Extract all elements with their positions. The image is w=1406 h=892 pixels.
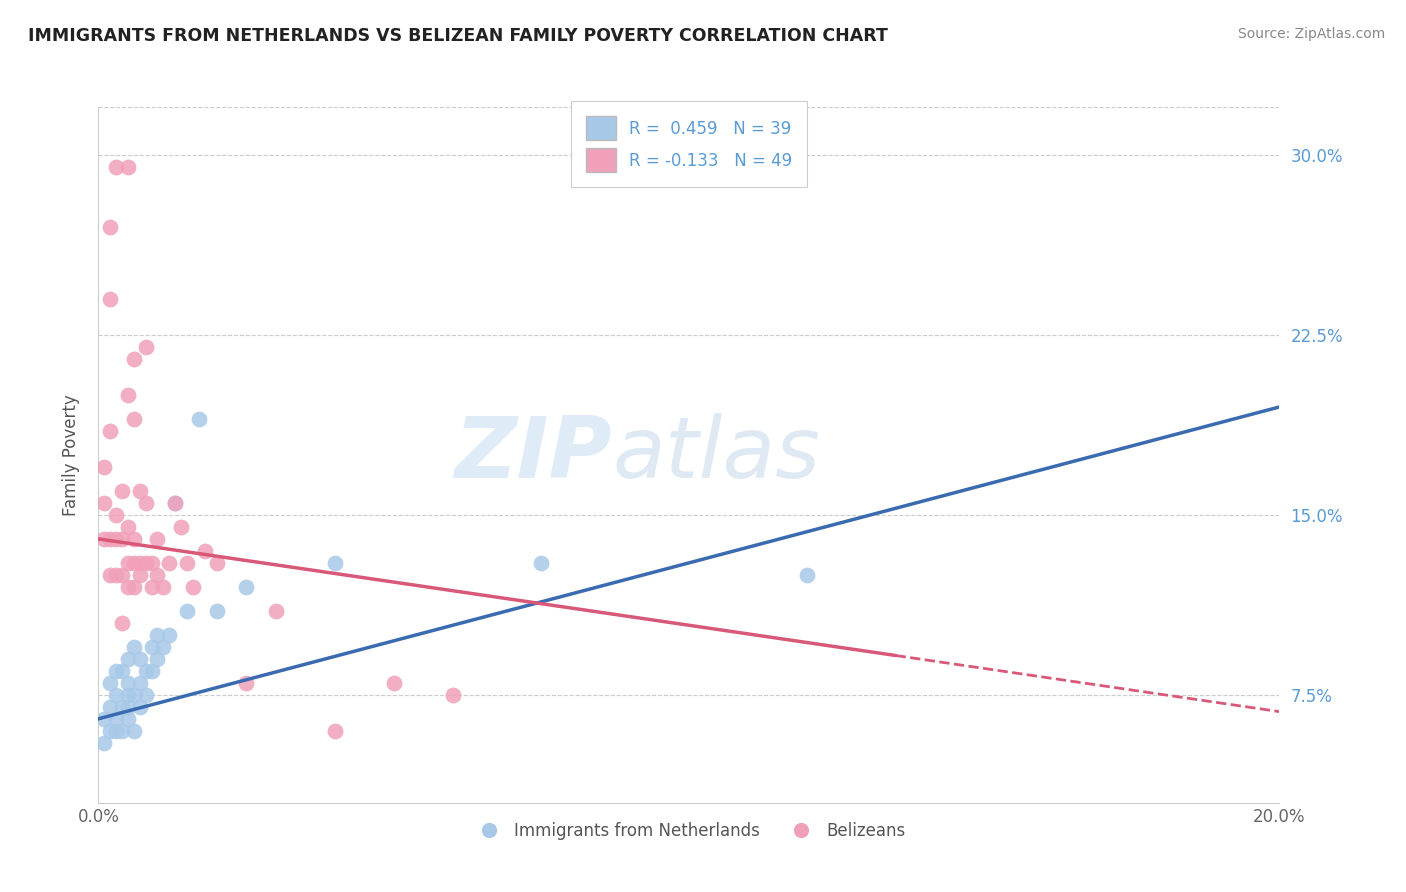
Point: [93, 712, 115, 726]
Point: [93, 736, 115, 750]
Text: IMMIGRANTS FROM NETHERLANDS VS BELIZEAN FAMILY POVERTY CORRELATION CHART: IMMIGRANTS FROM NETHERLANDS VS BELIZEAN …: [28, 27, 889, 45]
Point: [141, 580, 163, 594]
Point: [128, 652, 150, 666]
Point: [152, 640, 174, 654]
Point: [117, 160, 139, 174]
Point: [128, 483, 150, 498]
Point: [128, 676, 150, 690]
Point: [152, 580, 174, 594]
Point: [93, 532, 115, 546]
Point: [122, 532, 145, 546]
Point: [117, 556, 139, 570]
Point: [111, 699, 134, 714]
Point: [105, 723, 128, 738]
Point: [98, 723, 121, 738]
Point: [141, 640, 163, 654]
Point: [111, 532, 134, 546]
Point: [128, 699, 150, 714]
Point: [111, 483, 134, 498]
Point: [157, 556, 180, 570]
Point: [176, 604, 198, 618]
Text: Source: ZipAtlas.com: Source: ZipAtlas.com: [1237, 27, 1385, 41]
Point: [98, 532, 121, 546]
Point: [235, 580, 257, 594]
Point: [98, 567, 121, 582]
Point: [117, 652, 139, 666]
Point: [135, 664, 157, 678]
Point: [146, 652, 169, 666]
Point: [135, 340, 157, 354]
Point: [111, 567, 134, 582]
Point: [111, 664, 134, 678]
Point: [128, 556, 150, 570]
Y-axis label: Family Poverty: Family Poverty: [62, 394, 80, 516]
Point: [117, 520, 139, 534]
Point: [146, 532, 169, 546]
Point: [105, 567, 128, 582]
Point: [105, 664, 128, 678]
Point: [122, 351, 145, 366]
Text: atlas: atlas: [612, 413, 820, 497]
Point: [205, 604, 228, 618]
Point: [93, 459, 115, 474]
Point: [98, 219, 121, 234]
Point: [117, 699, 139, 714]
Point: [105, 532, 128, 546]
Point: [135, 556, 157, 570]
Point: [117, 676, 139, 690]
Point: [105, 160, 128, 174]
Point: [170, 520, 193, 534]
Point: [98, 292, 121, 306]
Point: [146, 567, 169, 582]
Point: [382, 676, 405, 690]
Point: [105, 688, 128, 702]
Point: [441, 688, 464, 702]
Point: [165, 496, 187, 510]
Point: [141, 556, 163, 570]
Point: [146, 628, 169, 642]
Point: [105, 508, 128, 522]
Point: [323, 723, 346, 738]
Point: [117, 388, 139, 402]
Point: [117, 580, 139, 594]
Point: [98, 699, 121, 714]
Point: [117, 712, 139, 726]
Point: [128, 567, 150, 582]
Point: [264, 604, 287, 618]
Point: [181, 580, 204, 594]
Point: [187, 412, 209, 426]
Point: [194, 544, 217, 558]
Point: [93, 496, 115, 510]
Point: [141, 664, 163, 678]
Legend: Immigrants from Netherlands, Belizeans: Immigrants from Netherlands, Belizeans: [465, 815, 912, 847]
Point: [105, 712, 128, 726]
Point: [530, 556, 553, 570]
Point: [122, 580, 145, 594]
Point: [111, 615, 134, 630]
Point: [235, 676, 257, 690]
Point: [135, 688, 157, 702]
Point: [135, 496, 157, 510]
Point: [176, 556, 198, 570]
Text: ZIP: ZIP: [454, 413, 612, 497]
Point: [205, 556, 228, 570]
Point: [122, 556, 145, 570]
Point: [98, 676, 121, 690]
Point: [796, 567, 818, 582]
Point: [122, 723, 145, 738]
Point: [165, 496, 187, 510]
Point: [111, 723, 134, 738]
Point: [117, 688, 139, 702]
Point: [122, 688, 145, 702]
Point: [98, 424, 121, 438]
Point: [157, 628, 180, 642]
Point: [122, 412, 145, 426]
Point: [323, 556, 346, 570]
Point: [122, 640, 145, 654]
